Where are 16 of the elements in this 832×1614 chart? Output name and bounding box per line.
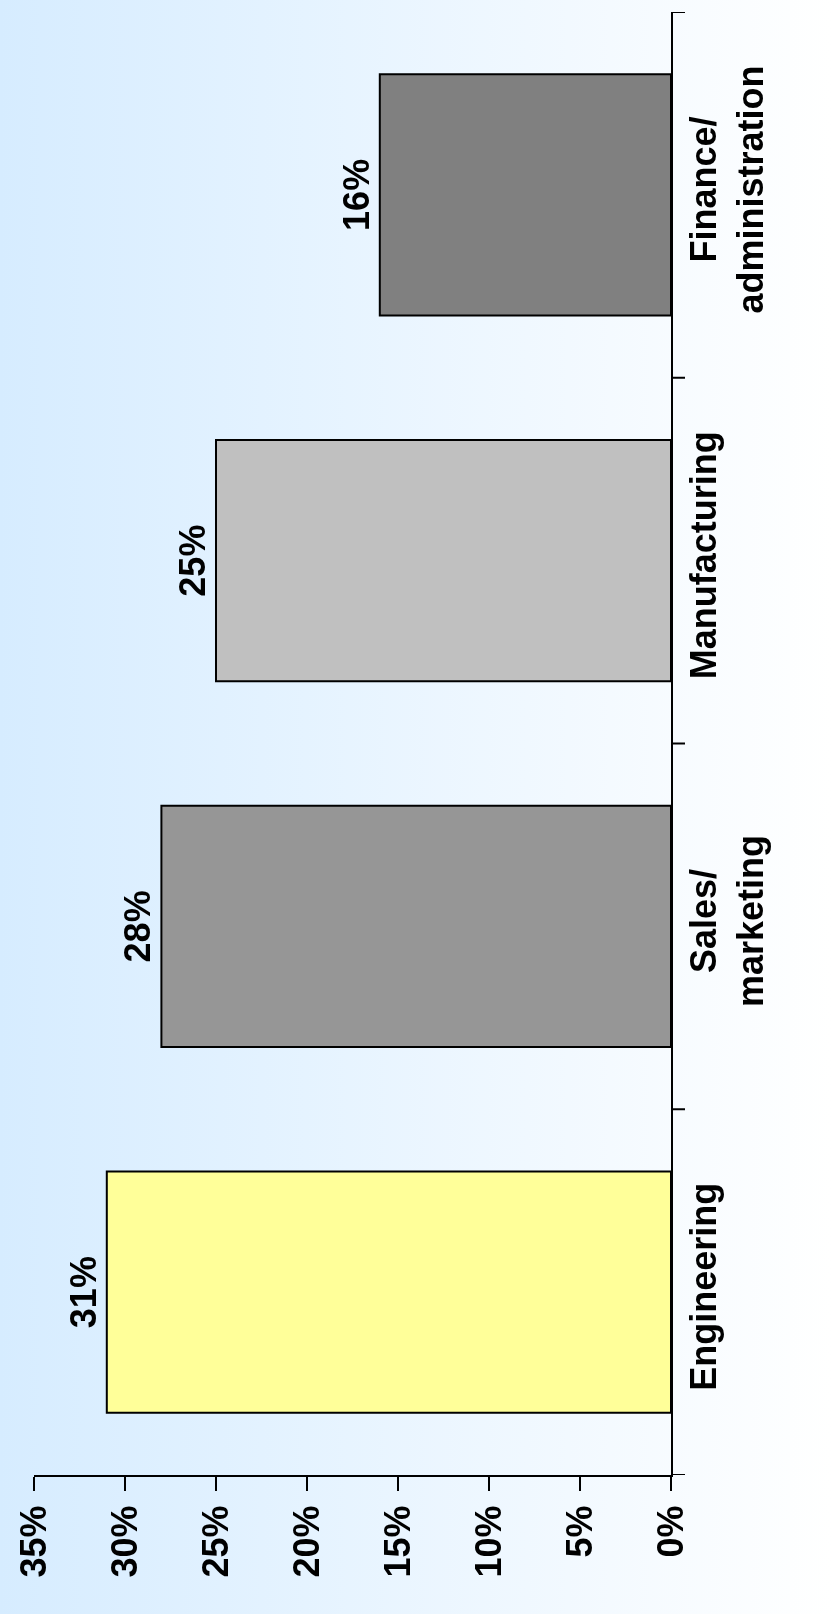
data-label: 31% bbox=[62, 1256, 104, 1329]
x-tick-label: 30% bbox=[103, 1505, 145, 1578]
y-tick-label: Sales/ marketing bbox=[683, 834, 771, 1008]
y-tick-label: Finance/ administration bbox=[683, 65, 771, 314]
x-tick-label: 15% bbox=[376, 1505, 418, 1578]
x-tick-label: 10% bbox=[467, 1505, 509, 1578]
x-tick-label: 0% bbox=[649, 1505, 691, 1558]
x-tick-label: 35% bbox=[12, 1505, 54, 1578]
x-tick-label: 25% bbox=[194, 1505, 236, 1578]
y-tick-label: Engineering bbox=[683, 1182, 725, 1391]
x-tick-label: 5% bbox=[558, 1505, 600, 1558]
data-label: 16% bbox=[335, 158, 377, 231]
data-label: 25% bbox=[172, 524, 213, 597]
y-tick-label: Manufacturing bbox=[683, 431, 725, 680]
x-tick-label: 20% bbox=[285, 1505, 327, 1578]
data-label: 28% bbox=[117, 890, 159, 963]
